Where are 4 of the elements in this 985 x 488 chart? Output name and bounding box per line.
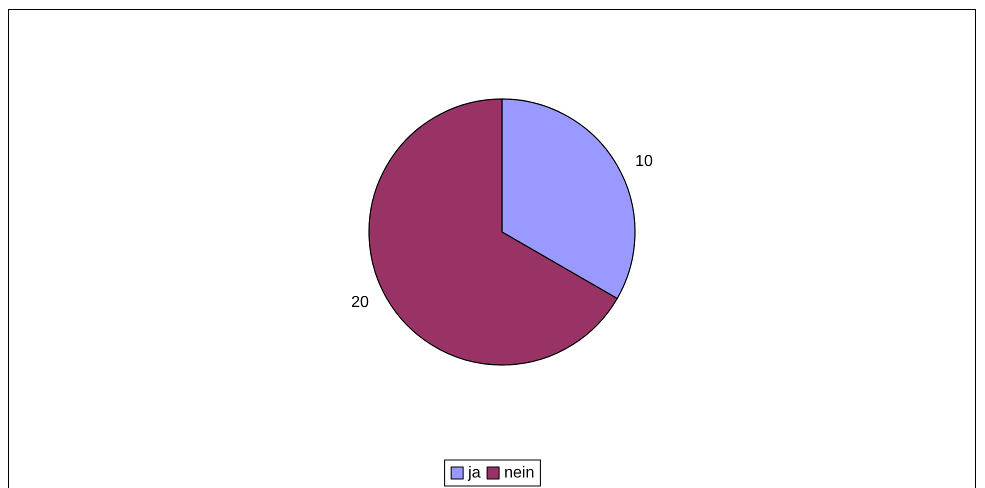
- legend-label: ja: [467, 464, 481, 482]
- data-label: 20: [351, 294, 369, 311]
- data-label: 10: [635, 153, 654, 170]
- legend-label: nein: [504, 464, 534, 482]
